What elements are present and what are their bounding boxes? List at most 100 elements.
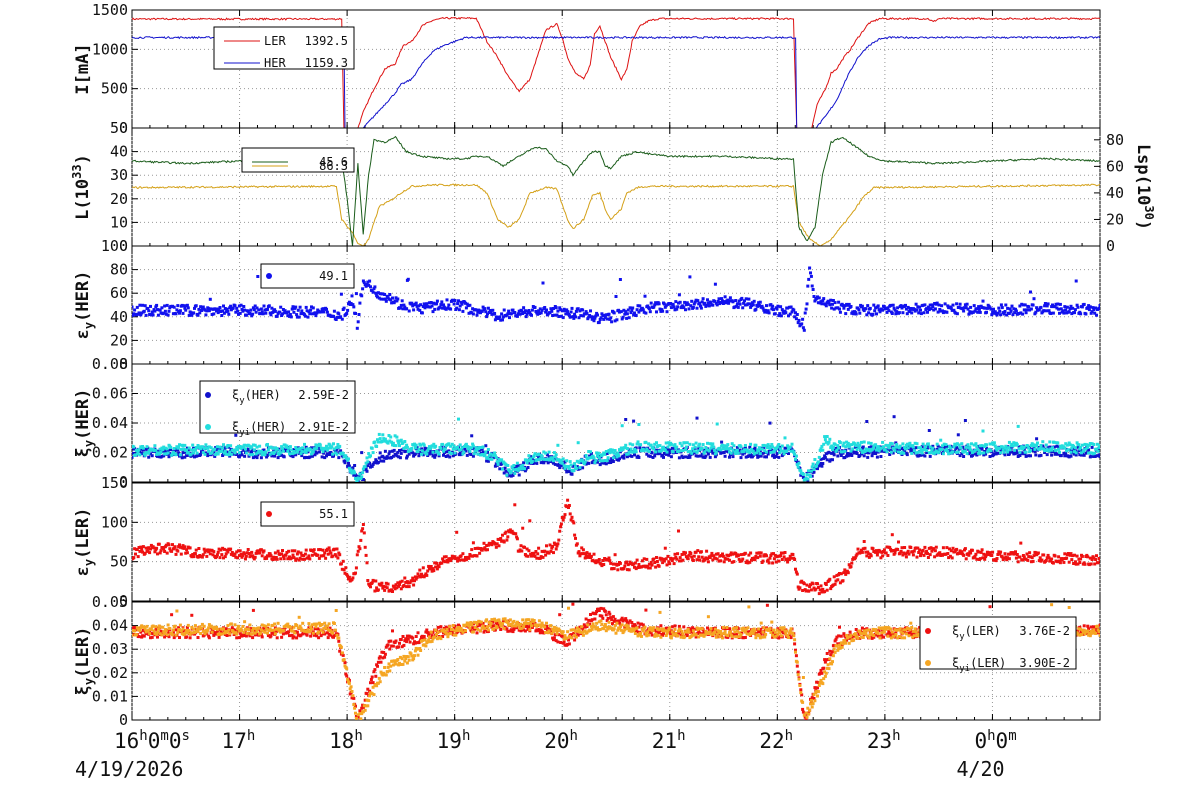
data-point	[535, 557, 538, 560]
data-point	[141, 304, 144, 307]
data-point	[569, 512, 572, 515]
data-point	[842, 444, 845, 447]
data-point	[368, 280, 371, 283]
data-point	[180, 448, 183, 451]
data-point	[1068, 561, 1071, 564]
panel-xi_her: 00.020.040.060.08ξy(HER)ξy(HER)2.59E-2ξy…	[73, 355, 1102, 491]
data-point	[366, 470, 369, 473]
data-point	[456, 446, 459, 449]
legend-marker	[266, 511, 272, 517]
data-point	[236, 448, 239, 451]
data-point	[826, 435, 829, 438]
data-point	[322, 310, 325, 313]
data-point	[316, 554, 319, 557]
data-point	[156, 552, 159, 555]
data-point	[794, 568, 797, 571]
data-point	[133, 309, 136, 312]
data-point	[616, 568, 619, 571]
data-point	[542, 282, 545, 285]
data-point	[805, 308, 808, 311]
data-point	[815, 464, 818, 467]
data-point	[167, 452, 170, 455]
data-point	[958, 444, 961, 447]
data-point	[896, 306, 899, 309]
data-point	[610, 320, 613, 323]
data-point	[693, 555, 696, 558]
data-point	[964, 419, 967, 422]
y-tick-label: 20	[110, 190, 128, 208]
data-point	[292, 311, 295, 314]
data-point	[266, 308, 269, 311]
data-point	[917, 551, 920, 554]
data-point	[769, 447, 772, 450]
y-tick-label: 10	[110, 213, 128, 231]
data-point	[774, 312, 777, 315]
data-point	[338, 553, 341, 556]
data-point	[982, 430, 985, 433]
data-point	[934, 549, 937, 552]
data-point	[883, 548, 886, 551]
data-point	[874, 443, 877, 446]
data-point	[629, 306, 632, 309]
data-point	[212, 550, 215, 553]
data-point	[234, 434, 237, 437]
data-point	[622, 316, 625, 319]
data-point	[927, 442, 930, 445]
data-point	[366, 579, 369, 582]
data-point	[455, 307, 458, 310]
data-point	[406, 446, 409, 449]
data-point	[1001, 306, 1004, 309]
data-point	[678, 456, 681, 459]
data-point	[430, 301, 433, 304]
data-point	[775, 561, 778, 564]
data-point	[421, 449, 424, 452]
data-point	[1089, 305, 1092, 308]
data-point	[512, 468, 515, 471]
data-point	[989, 449, 992, 452]
data-point	[136, 453, 139, 456]
data-point	[557, 539, 560, 542]
data-point	[526, 313, 529, 316]
data-point	[504, 467, 507, 470]
data-point	[399, 307, 402, 310]
data-point	[643, 557, 646, 560]
data-point	[336, 557, 339, 560]
data-point	[834, 443, 837, 446]
data-point	[1004, 453, 1007, 456]
data-point	[558, 530, 561, 533]
data-point	[692, 306, 695, 309]
data-point	[905, 555, 908, 558]
data-point	[381, 433, 384, 436]
legend-name-main: ξ	[232, 388, 239, 402]
data-point	[769, 422, 772, 425]
data-point	[1025, 311, 1028, 314]
data-point	[981, 548, 984, 551]
data-point	[821, 449, 824, 452]
data-point	[933, 555, 936, 558]
data-point	[258, 445, 261, 448]
data-point	[928, 429, 931, 432]
data-point	[818, 456, 821, 459]
data-point	[784, 551, 787, 554]
data-point	[1062, 561, 1065, 564]
data-point	[633, 453, 636, 456]
data-point	[373, 590, 376, 593]
y2-tick-label: 40	[1106, 184, 1124, 202]
data-point	[194, 449, 197, 452]
data-point	[1074, 446, 1077, 449]
data-point	[410, 302, 413, 305]
data-point	[779, 305, 782, 308]
data-point	[834, 301, 837, 304]
data-point	[566, 499, 569, 502]
data-point	[1069, 443, 1072, 446]
data-point	[311, 554, 314, 557]
data-point	[616, 452, 619, 455]
data-point	[956, 312, 959, 315]
data-point	[929, 445, 932, 448]
data-point	[874, 452, 877, 455]
data-point	[672, 557, 675, 560]
data-point	[894, 552, 897, 555]
data-point	[212, 312, 215, 315]
data-point	[601, 459, 604, 462]
data-point	[498, 544, 501, 547]
